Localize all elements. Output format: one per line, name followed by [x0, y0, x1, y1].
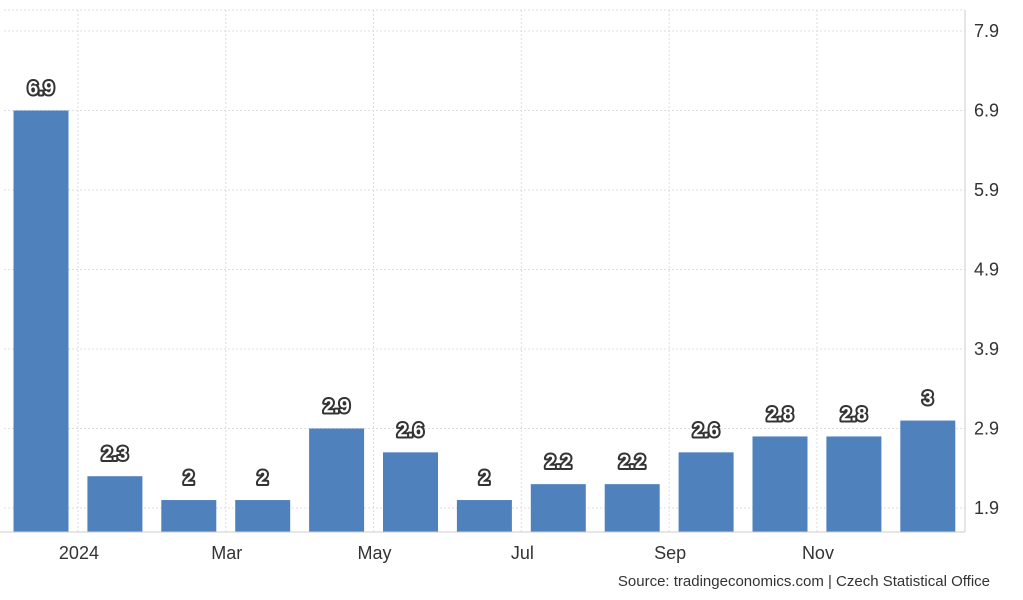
bar — [383, 452, 438, 532]
data-label: 3 — [923, 389, 934, 410]
bar — [235, 500, 291, 532]
data-label: 2.6 — [397, 420, 423, 441]
bar — [530, 484, 586, 532]
x-tick-label: Sep — [654, 543, 686, 563]
bar — [456, 500, 512, 532]
data-label: 2 — [479, 468, 490, 489]
x-tick-label: Jul — [511, 543, 534, 563]
data-label: 2.9 — [323, 397, 349, 418]
y-tick-label: 1.9 — [974, 498, 999, 518]
x-tick-label: Nov — [802, 543, 834, 563]
x-axis-ticks: 2024 Mar May Jul Sep Nov — [59, 543, 834, 563]
bar — [678, 452, 734, 532]
data-label: 2.8 — [767, 404, 793, 425]
data-labels: 6.9 2.3 2 2 2.9 2.6 2 2.2 2.2 2.6 2.8 2.8 3 — [26, 77, 935, 492]
data-label: 2.3 — [102, 444, 128, 465]
y-tick-label: 4.9 — [974, 260, 999, 280]
x-tick-label: May — [358, 543, 392, 563]
bar — [309, 428, 365, 532]
data-label: 2 — [257, 468, 268, 489]
y-axis-ticks: 1.9 2.9 3.9 4.9 5.9 6.9 7.9 — [974, 21, 999, 518]
x-tick-label: Mar — [211, 543, 242, 563]
y-tick-label: 6.9 — [974, 101, 999, 121]
bar — [87, 476, 143, 532]
bar — [13, 110, 69, 532]
data-label: 2.8 — [841, 404, 867, 425]
data-label: 2.6 — [693, 420, 719, 441]
y-tick-label: 3.9 — [974, 339, 999, 359]
bar — [604, 484, 660, 532]
bar — [900, 420, 956, 532]
source-note: Source: tradingeconomics.com | Czech Sta… — [618, 573, 990, 590]
y-tick-label: 5.9 — [974, 180, 999, 200]
data-label: 2.2 — [619, 452, 645, 473]
data-label: 2 — [184, 468, 195, 489]
bars — [13, 110, 956, 532]
grid-lines — [4, 9, 966, 532]
bar — [826, 436, 882, 532]
bar — [161, 500, 217, 532]
bar — [752, 436, 808, 532]
y-tick-label: 2.9 — [974, 419, 999, 439]
x-tick-label: 2024 — [59, 543, 99, 563]
data-label: 2.2 — [545, 452, 571, 473]
y-tick-label: 7.9 — [974, 21, 999, 41]
data-label: 6.9 — [28, 79, 54, 100]
